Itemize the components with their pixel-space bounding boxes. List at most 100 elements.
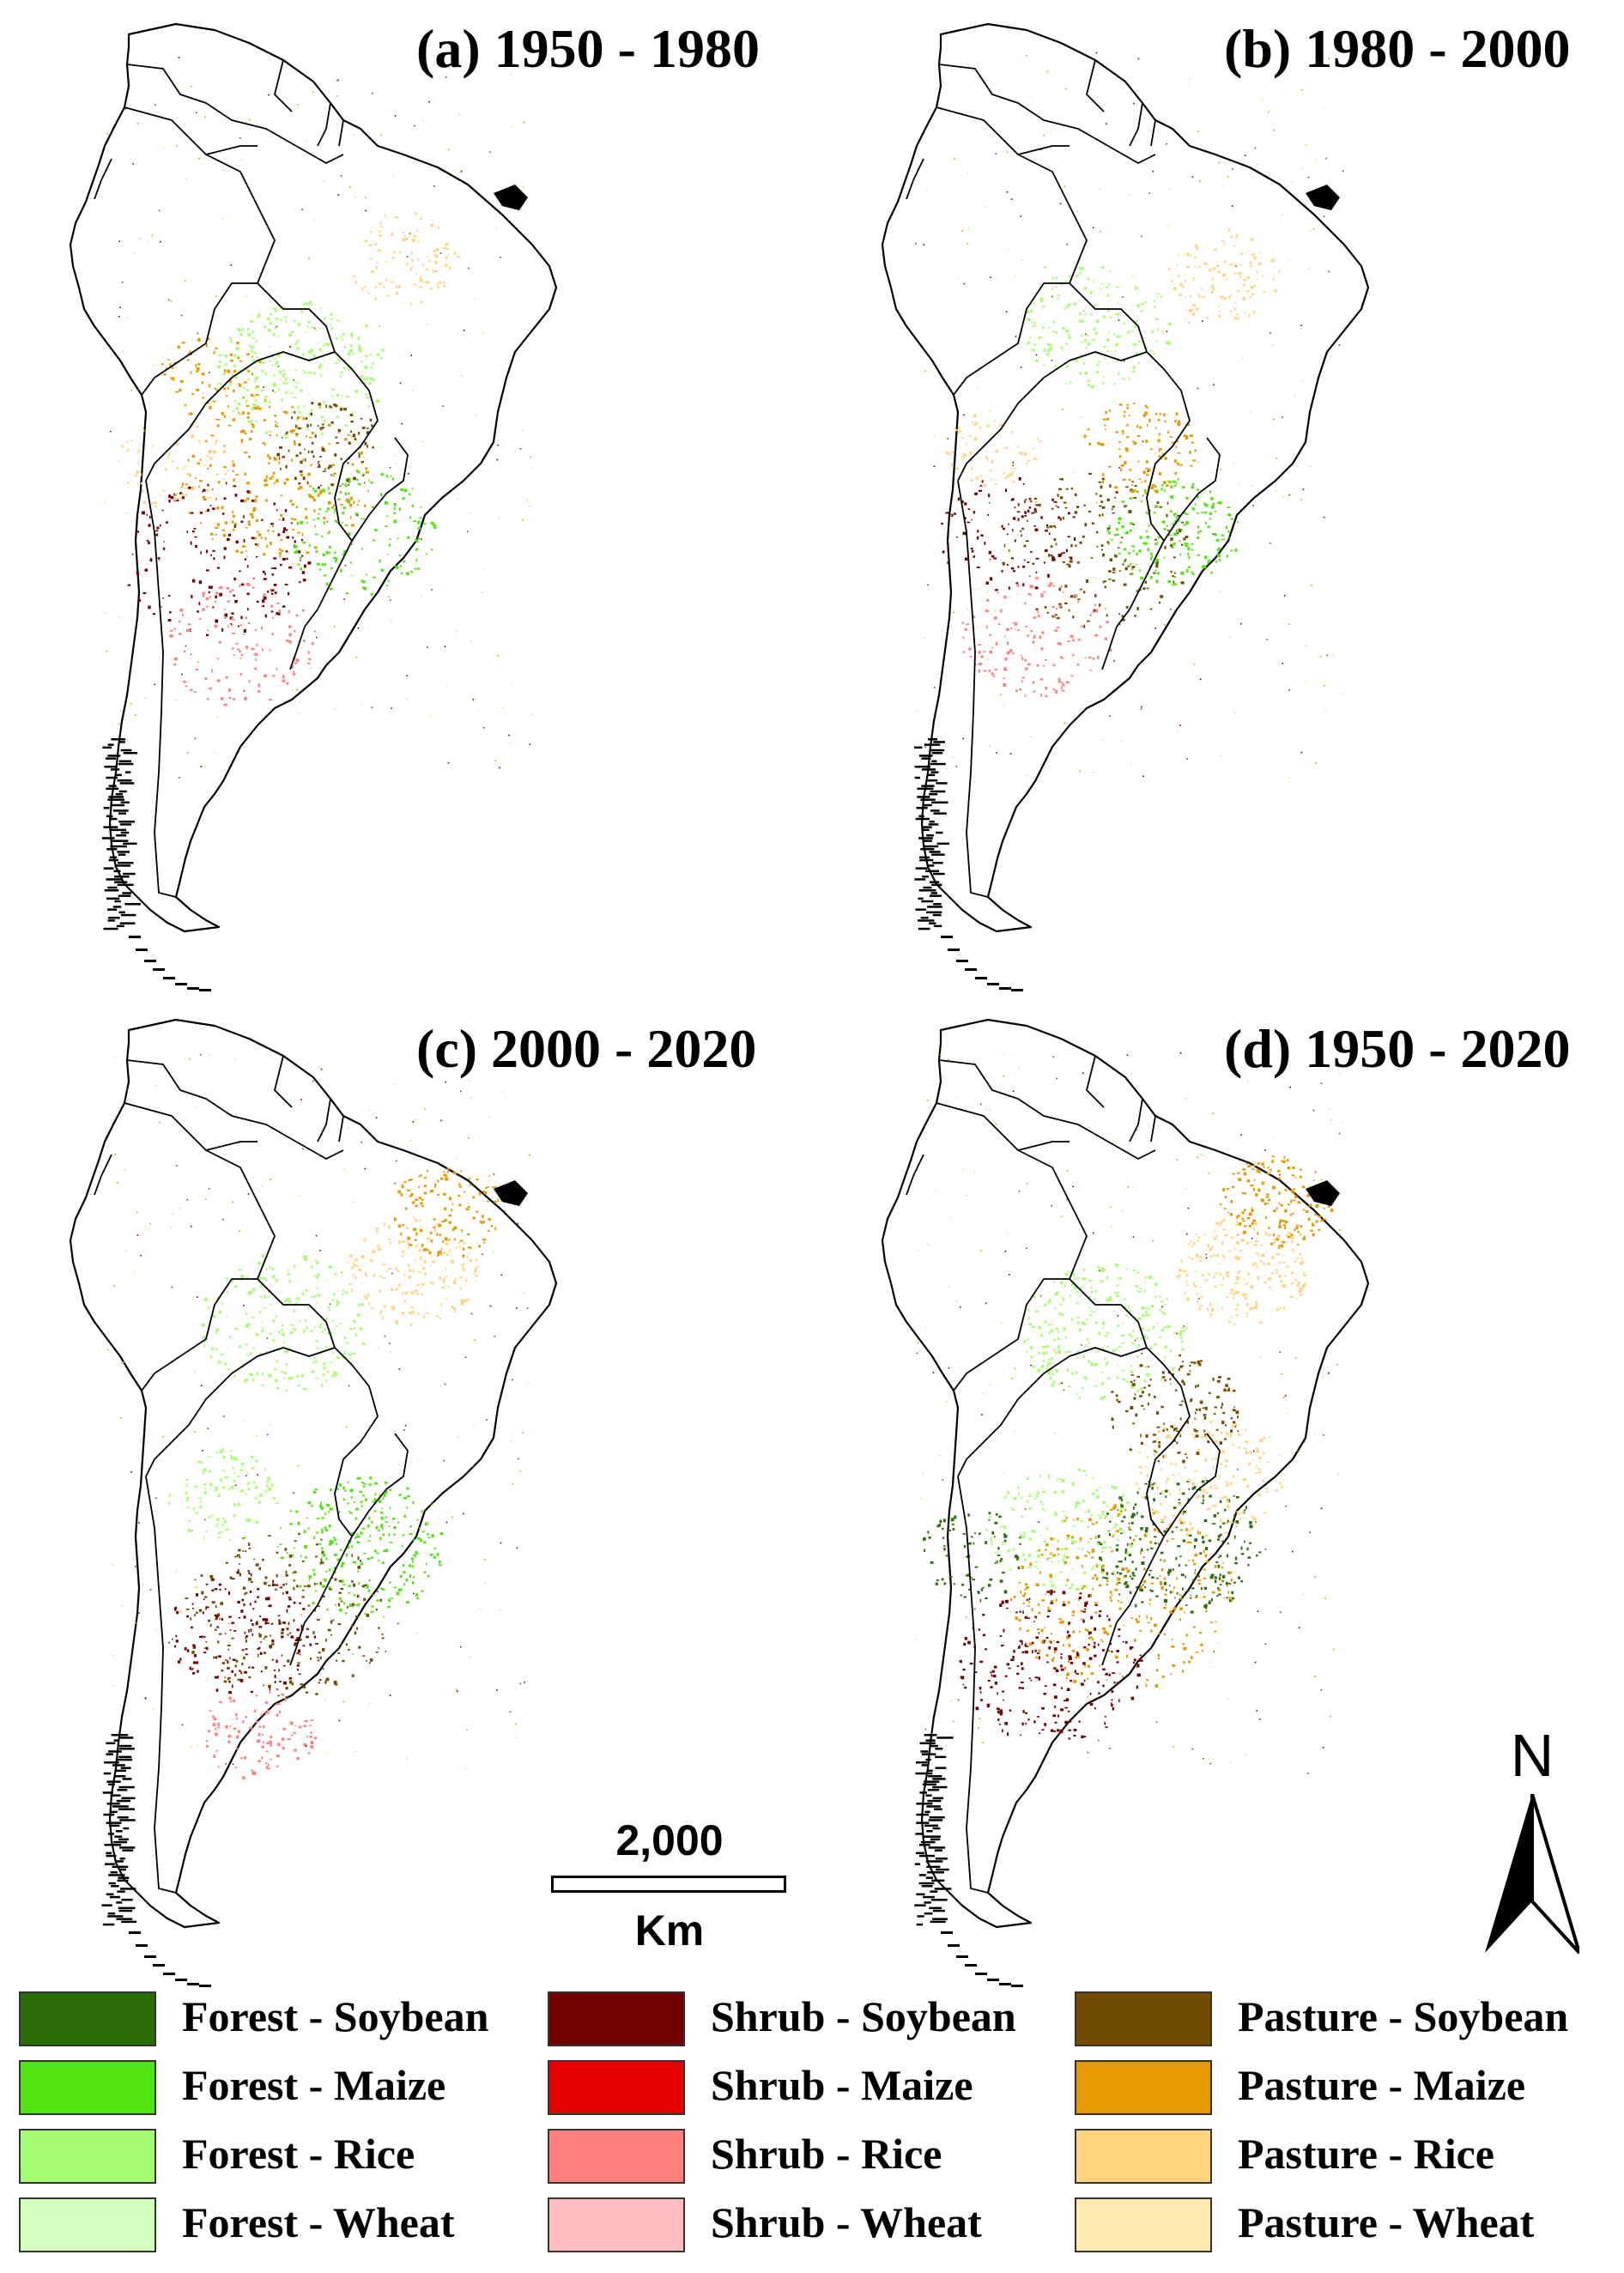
conversion-dot [1213,384,1215,386]
country-border [289,1621,306,1666]
conversion-dot [185,1491,188,1495]
conversion-dot [1024,511,1027,514]
conversion-dot [388,596,390,598]
conversion-dot [1140,708,1142,710]
conversion-dot [349,516,352,519]
conversion-dot [358,346,362,350]
conversion-dot [215,418,219,421]
conversion-dot [358,432,361,435]
conversion-dot [310,1745,314,1749]
conversion-dot [1029,309,1033,313]
conversion-dot [191,1651,195,1654]
conversion-dot [179,608,184,612]
conversion-dot [173,500,176,502]
conversion-dot [227,386,229,390]
conversion-dot [233,485,237,488]
conversion-dot [205,1606,209,1609]
conversion-dot [445,1521,448,1524]
conversion-dot [1149,353,1152,355]
conversion-dot [244,1631,246,1634]
conversion-dot [282,530,285,533]
conversion-dot [303,1329,306,1331]
conversion-dot [439,1532,444,1536]
conversion-dot [1139,569,1141,573]
conversion-dot [1045,530,1048,532]
conversion-dot [411,1557,414,1561]
conversion-dot [191,1669,193,1670]
conversion-dot [1154,512,1156,514]
conversion-dot [246,1355,249,1356]
conversion-dot [356,503,359,506]
conversion-dot [1018,477,1021,481]
conversion-dot [330,421,334,424]
conversion-dot [1136,1355,1138,1359]
conversion-dot [1046,611,1049,614]
conversion-dot [1123,360,1125,362]
conversion-dot [1097,655,1100,659]
conversion-dot [214,387,217,390]
conversion-dot [359,381,361,384]
conversion-dot [308,658,312,661]
conversion-dot [1024,514,1027,517]
conversion-dot [398,1464,400,1465]
conversion-dot [340,1600,343,1603]
conversion-dot [281,408,282,410]
conversion-dot [1099,505,1102,507]
conversion-dot [257,1739,260,1743]
conversion-dot [274,1367,277,1371]
conversion-dot [198,158,200,160]
conversion-dot [406,699,409,700]
conversion-dot [214,1676,218,1679]
conversion-dot [263,386,264,388]
conversion-dot [915,242,917,245]
conversion-dot [223,387,226,391]
conversion-dot [1185,569,1189,573]
country-border [338,1115,344,1143]
conversion-dot [251,359,255,362]
conversion-dot [431,589,433,591]
conversion-dot [185,1609,190,1610]
conversion-dot [1123,559,1125,563]
conversion-dot [410,571,413,573]
conversion-dot [964,453,967,457]
conversion-dot [365,209,367,212]
conversion-dot [285,1570,288,1574]
conversion-dot [273,482,276,484]
country-border [1150,119,1156,147]
conversion-dot [445,1268,447,1270]
conversion-dot [409,1269,412,1272]
coast-fragment [930,749,945,752]
conversion-dot [231,1670,233,1673]
conversion-dot [1026,462,1027,465]
conversion-dot [1122,296,1124,298]
conversion-dot [1014,539,1016,542]
conversion-dot [263,578,267,580]
conversion-dot [199,512,203,514]
conversion-dot [315,550,318,554]
conversion-dot [360,374,363,379]
conversion-dot [410,1291,415,1294]
conversion-dot [274,415,276,417]
conversion-dot [327,1751,330,1753]
conversion-dot [309,1643,312,1646]
conversion-dot [435,270,437,272]
conversion-dot [377,1347,379,1349]
conversion-dot [247,1482,250,1485]
conversion-dot [1243,297,1246,300]
conversion-dot [218,419,221,421]
conversion-dot [529,505,530,507]
conversion-dot [1323,516,1325,518]
conversion-dot [402,497,405,500]
conversion-dot [1257,262,1262,265]
conversion-dot [412,1121,415,1123]
conversion-dot [420,1516,422,1518]
conversion-dot [369,1662,371,1664]
conversion-dot [1148,1481,1150,1482]
conversion-dot [1008,247,1009,250]
conversion-dot [307,1604,311,1607]
conversion-dot [302,1148,304,1150]
conversion-dot [258,1626,263,1628]
conversion-dot [216,1627,220,1628]
country-border [304,1536,353,1623]
conversion-dot [354,1750,357,1753]
